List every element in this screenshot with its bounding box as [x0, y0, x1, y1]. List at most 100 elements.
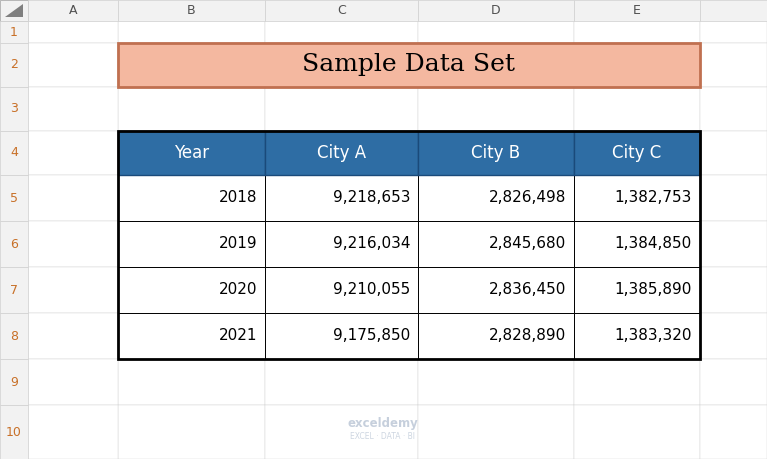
Text: 9,216,034: 9,216,034: [333, 236, 410, 252]
Bar: [118, 405, 265, 459]
Bar: [0, 175, 28, 221]
Bar: [418, 0, 574, 21]
Bar: [418, 175, 574, 221]
Bar: [265, 221, 418, 267]
Bar: [700, 267, 767, 313]
Text: 2,826,498: 2,826,498: [489, 190, 566, 206]
Bar: [28, 359, 118, 405]
Bar: [574, 175, 700, 221]
Text: 2021: 2021: [219, 329, 257, 343]
Bar: [28, 87, 118, 131]
Bar: [574, 313, 700, 359]
Text: 1,383,320: 1,383,320: [614, 329, 692, 343]
Bar: [574, 405, 700, 459]
Text: 4: 4: [10, 146, 18, 159]
Bar: [574, 87, 700, 131]
Bar: [0, 313, 28, 359]
Bar: [700, 221, 767, 267]
Text: 6: 6: [10, 237, 18, 251]
Text: D: D: [491, 4, 501, 17]
Bar: [118, 0, 265, 21]
Text: 1,384,850: 1,384,850: [614, 236, 692, 252]
Bar: [118, 267, 265, 313]
Bar: [0, 43, 28, 87]
Text: 9,175,850: 9,175,850: [333, 329, 410, 343]
Bar: [118, 87, 265, 131]
Bar: [28, 131, 118, 175]
Bar: [118, 267, 265, 313]
Bar: [118, 175, 265, 221]
Text: 3: 3: [10, 102, 18, 116]
Text: 9,210,055: 9,210,055: [333, 282, 410, 297]
Bar: [0, 405, 28, 459]
Bar: [574, 131, 700, 175]
Bar: [28, 405, 118, 459]
Bar: [118, 131, 265, 175]
Text: City C: City C: [612, 144, 662, 162]
Bar: [118, 221, 265, 267]
Bar: [28, 87, 118, 131]
Bar: [418, 221, 574, 267]
Bar: [118, 313, 265, 359]
Bar: [700, 21, 767, 43]
Bar: [700, 131, 767, 175]
Bar: [118, 43, 700, 87]
Text: E: E: [633, 4, 641, 17]
Bar: [700, 175, 767, 221]
Text: 2,828,890: 2,828,890: [489, 329, 566, 343]
Bar: [28, 21, 118, 43]
Bar: [700, 313, 767, 359]
Bar: [28, 131, 118, 175]
Bar: [118, 175, 265, 221]
Text: 2020: 2020: [219, 282, 257, 297]
Bar: [265, 267, 418, 313]
Text: 5: 5: [10, 191, 18, 205]
Text: 2,836,450: 2,836,450: [489, 282, 566, 297]
Bar: [118, 359, 265, 405]
Bar: [28, 0, 118, 21]
Bar: [700, 0, 767, 21]
Bar: [118, 43, 265, 87]
Bar: [418, 87, 574, 131]
Bar: [265, 267, 418, 313]
Text: 10: 10: [6, 425, 22, 438]
Text: EXCEL · DATA · BI: EXCEL · DATA · BI: [351, 432, 416, 441]
Text: exceldemy: exceldemy: [347, 417, 418, 430]
Bar: [265, 313, 418, 359]
Bar: [28, 405, 118, 459]
Bar: [28, 313, 118, 359]
Bar: [700, 43, 767, 87]
Bar: [418, 131, 574, 175]
Bar: [265, 405, 418, 459]
Bar: [418, 43, 574, 87]
Bar: [28, 21, 118, 43]
Bar: [28, 267, 118, 313]
Bar: [418, 405, 574, 459]
Bar: [574, 267, 700, 313]
Bar: [28, 313, 118, 359]
Bar: [265, 87, 418, 131]
Bar: [28, 221, 118, 267]
Bar: [265, 0, 418, 21]
Bar: [265, 131, 418, 175]
Bar: [28, 43, 118, 87]
Text: 1: 1: [10, 26, 18, 39]
Bar: [0, 0, 767, 21]
Bar: [574, 43, 700, 87]
Bar: [265, 175, 418, 221]
Text: 7: 7: [10, 284, 18, 297]
Bar: [118, 313, 265, 359]
Bar: [0, 21, 28, 43]
Bar: [418, 267, 574, 313]
Text: B: B: [187, 4, 196, 17]
Bar: [28, 267, 118, 313]
Bar: [574, 175, 700, 221]
Bar: [28, 175, 118, 221]
Text: 8: 8: [10, 330, 18, 342]
Text: 2: 2: [10, 58, 18, 72]
Bar: [265, 21, 418, 43]
Text: Year: Year: [174, 144, 209, 162]
Text: 2018: 2018: [219, 190, 257, 206]
Bar: [28, 359, 118, 405]
Bar: [265, 313, 418, 359]
